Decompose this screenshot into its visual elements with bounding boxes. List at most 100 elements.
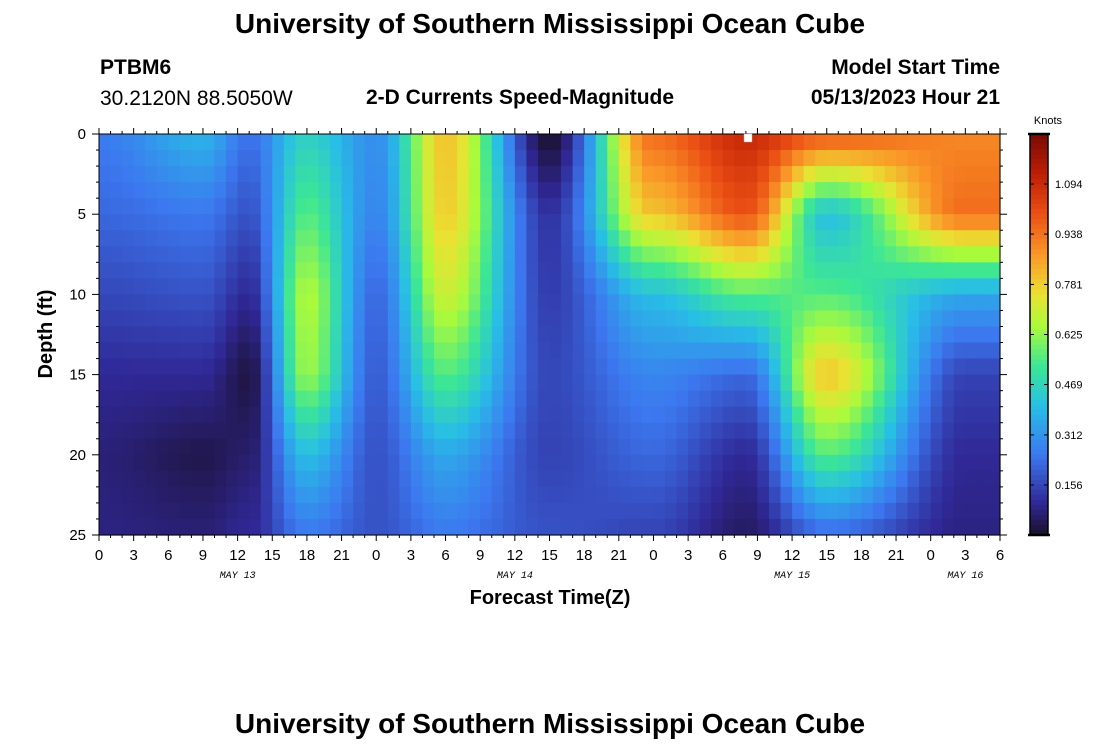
heatmap-cell — [110, 214, 123, 231]
heatmap-cell — [676, 166, 689, 183]
heatmap-cell — [318, 246, 331, 263]
heatmap-cell — [711, 422, 724, 440]
heatmap-cell — [214, 278, 227, 295]
heatmap-cell — [214, 406, 227, 424]
heatmap-cell — [433, 438, 447, 456]
heatmap-cell — [457, 214, 470, 231]
heatmap-cell — [896, 518, 909, 536]
heatmap-cell — [618, 310, 631, 328]
heatmap-cell — [722, 454, 735, 472]
heatmap-cell — [202, 438, 216, 456]
heatmap-cell — [387, 374, 400, 392]
heatmap-cell — [792, 454, 805, 472]
heatmap-cell — [896, 150, 909, 167]
heatmap-cell — [826, 262, 839, 279]
heatmap-cell — [537, 246, 551, 263]
heatmap-cell — [468, 182, 481, 199]
heatmap-cell — [919, 326, 932, 344]
heatmap-cell — [665, 358, 678, 376]
heatmap-cell — [711, 214, 724, 231]
heatmap-cell — [676, 358, 689, 376]
heatmap-cell — [353, 422, 366, 440]
heatmap-cell — [930, 358, 943, 376]
heatmap-cell — [768, 438, 782, 456]
heatmap-cell — [457, 486, 470, 504]
heatmap-cell — [226, 486, 239, 504]
heatmap-cell — [561, 470, 574, 488]
heatmap-cell — [757, 518, 770, 536]
heatmap-cell — [122, 262, 135, 279]
heatmap-cell — [641, 278, 655, 295]
heatmap-cell — [214, 310, 227, 328]
heatmap-cell — [295, 326, 308, 344]
heatmap-cell — [202, 486, 216, 504]
heatmap-cell — [191, 230, 204, 247]
heatmap-cell — [815, 262, 828, 279]
heatmap-cell — [318, 310, 331, 328]
heatmap-cell — [491, 342, 504, 360]
heatmap-cell — [122, 294, 135, 312]
heatmap-cell — [295, 502, 308, 520]
heatmap-cell — [792, 358, 805, 376]
heatmap-cell — [826, 518, 839, 536]
heatmap-cell — [237, 262, 250, 279]
heatmap-cell — [896, 230, 909, 247]
heatmap-cell — [387, 310, 400, 328]
heatmap-cell — [468, 406, 481, 424]
heatmap-cell — [907, 470, 920, 488]
heatmap-cell — [734, 310, 747, 328]
heatmap-cell — [122, 134, 135, 151]
heatmap-cell — [919, 438, 932, 456]
heatmap-cell — [826, 502, 839, 520]
heatmap-cell — [826, 326, 839, 344]
heatmap-cell — [318, 278, 331, 295]
heatmap-cell — [145, 486, 158, 504]
heatmap-cell — [745, 166, 759, 183]
colorbar-tick-label: 0.312 — [1055, 430, 1083, 442]
heatmap-cell — [803, 246, 816, 263]
heatmap-cell — [364, 438, 377, 456]
heatmap-cell — [884, 278, 897, 295]
heatmap-cell — [387, 454, 400, 472]
heatmap-cell — [595, 502, 608, 520]
heatmap-cell — [145, 262, 158, 279]
heatmap-cell — [930, 134, 943, 151]
heatmap-cell — [145, 326, 158, 344]
heatmap-cell — [353, 390, 366, 408]
heatmap-cell — [387, 198, 400, 215]
heatmap-cell — [688, 422, 701, 440]
heatmap-cell — [376, 166, 389, 183]
heatmap-cell — [468, 166, 481, 183]
heatmap-cell — [503, 150, 516, 167]
heatmap-cell — [595, 310, 608, 328]
heatmap-cell — [191, 342, 204, 360]
heatmap-cell — [295, 518, 308, 536]
heatmap-cell — [514, 246, 527, 263]
heatmap-cell — [168, 502, 181, 520]
heatmap-cell — [699, 214, 712, 231]
heatmap-cell — [803, 230, 816, 247]
heatmap-cell — [607, 470, 620, 488]
heatmap-cell — [295, 166, 308, 183]
colorbar-segment — [1030, 449, 1048, 456]
heatmap-cell — [99, 294, 112, 312]
heatmap-cell — [768, 262, 782, 279]
heatmap-cell — [422, 262, 435, 279]
heatmap-cell — [618, 358, 631, 376]
heatmap-cell — [433, 230, 447, 247]
heatmap-cell — [480, 390, 493, 408]
heatmap-cell — [422, 502, 435, 520]
heatmap-cell — [387, 390, 400, 408]
heatmap-cell — [537, 278, 551, 295]
heatmap-cell — [919, 166, 932, 183]
heatmap-cell — [965, 390, 978, 408]
heatmap-cell — [953, 374, 966, 392]
heatmap-cell — [133, 326, 146, 344]
heatmap-cell — [872, 502, 886, 520]
heatmap-cell — [503, 422, 516, 440]
heatmap-cell — [133, 518, 146, 536]
heatmap-cell — [364, 262, 377, 279]
heatmap-cell — [410, 278, 424, 295]
heatmap-cell — [653, 134, 666, 151]
heatmap-cell — [191, 406, 204, 424]
